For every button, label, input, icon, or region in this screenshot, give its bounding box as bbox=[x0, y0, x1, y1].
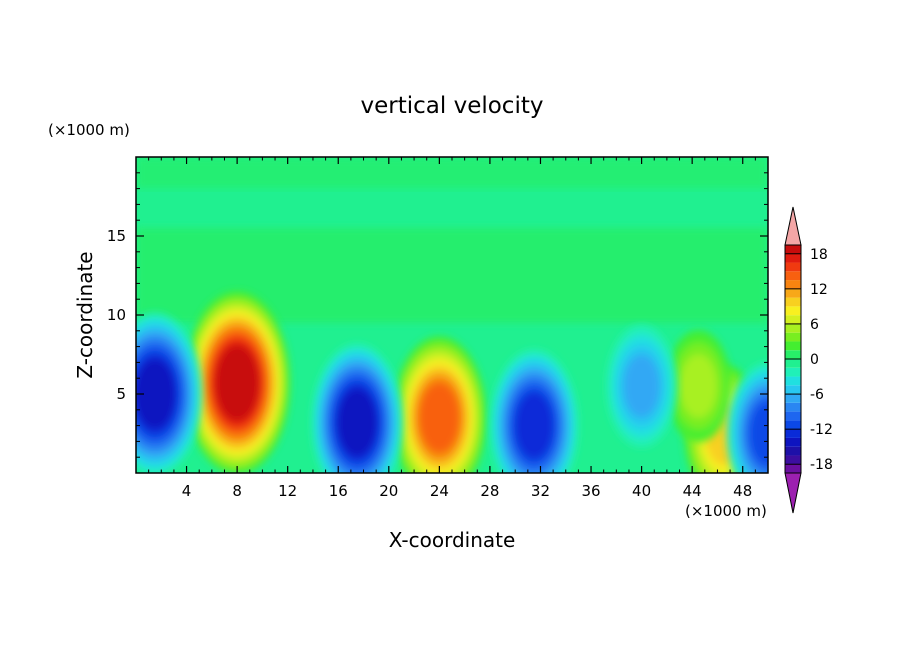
colorbar-band bbox=[785, 323, 801, 333]
y-axis-title: Z-coordinate bbox=[73, 251, 97, 378]
colorbar-max-arrow bbox=[784, 206, 802, 246]
contour-cell bbox=[666, 330, 731, 443]
colorbar-tick-label: 0 bbox=[810, 352, 819, 368]
x-tick-label: 12 bbox=[278, 482, 297, 500]
contour-level bbox=[515, 392, 554, 459]
colorbar-band bbox=[785, 455, 801, 465]
colorbar-band bbox=[785, 288, 801, 298]
x-tick-label: 40 bbox=[632, 482, 651, 500]
colorbar-band bbox=[785, 306, 801, 316]
y-unit-label: (×1000 m) bbox=[48, 121, 130, 139]
colorbar-band bbox=[785, 394, 801, 403]
contour-level bbox=[680, 354, 717, 418]
x-axis-title: X-coordinate bbox=[389, 528, 516, 552]
colorbar-tick-label: 18 bbox=[810, 247, 828, 263]
colorbar-min-arrow bbox=[784, 472, 802, 514]
colorbar-band bbox=[785, 437, 801, 447]
y-tick-label: 15 bbox=[107, 227, 126, 245]
colorbar-band bbox=[785, 297, 801, 307]
contour-cell bbox=[136, 312, 203, 473]
colorbar-band bbox=[785, 315, 801, 324]
colorbar-band bbox=[785, 367, 801, 377]
x-unit-label: (×1000 m) bbox=[685, 502, 767, 520]
colorbar-band bbox=[785, 350, 801, 359]
contour-cell bbox=[311, 343, 403, 473]
contour-cell bbox=[392, 336, 487, 473]
colorbar-band bbox=[785, 411, 801, 421]
x-tick-label: 28 bbox=[480, 482, 499, 500]
colorbar-band bbox=[785, 420, 801, 430]
field-top-band bbox=[136, 157, 768, 189]
colorbar-band bbox=[785, 385, 801, 395]
plot-area bbox=[136, 157, 768, 473]
colorbar-band bbox=[785, 271, 801, 281]
colorbar-band bbox=[785, 429, 801, 438]
contour-level bbox=[136, 359, 175, 429]
colorbar-band bbox=[785, 376, 801, 386]
x-tick-label: 44 bbox=[683, 482, 702, 500]
contour-cell bbox=[184, 291, 291, 473]
y-axis: 5 10 15 bbox=[107, 172, 768, 458]
x-tick-label: 48 bbox=[733, 482, 752, 500]
colorbar-band bbox=[785, 464, 801, 473]
chart-title: vertical velocity bbox=[361, 93, 544, 119]
colorbar-band bbox=[785, 253, 801, 263]
colorbar-band bbox=[785, 446, 801, 456]
x-tick-label: 32 bbox=[531, 482, 550, 500]
colorbar-band bbox=[785, 402, 801, 412]
colorbar-tick-label: -12 bbox=[810, 422, 833, 438]
colorbar-band bbox=[785, 359, 801, 368]
x-tick-label: 4 bbox=[182, 482, 192, 500]
x-axis: 4 8 12 16 20 24 28 32 36 40 44 48 bbox=[148, 157, 756, 500]
contour-level bbox=[215, 345, 259, 420]
colorbar-tick-label: 6 bbox=[810, 317, 819, 333]
colorbar-band bbox=[785, 341, 801, 351]
colorbar-band bbox=[785, 245, 801, 254]
contour-level bbox=[749, 401, 768, 466]
x-tick-label: 36 bbox=[581, 482, 600, 500]
contour-cell bbox=[726, 362, 768, 473]
x-tick-label: 8 bbox=[232, 482, 242, 500]
colorbar-tick-label: -18 bbox=[810, 457, 833, 473]
colorbar-band bbox=[785, 332, 801, 342]
contour-level bbox=[623, 354, 660, 418]
contour-cell bbox=[489, 349, 579, 473]
contour-level bbox=[419, 383, 460, 453]
colorbar: 18 12 6 0 -6 -12 -18 bbox=[784, 206, 833, 514]
x-tick-label: 16 bbox=[329, 482, 348, 500]
contour-level bbox=[337, 389, 377, 456]
colorbar-tick-label: -6 bbox=[810, 387, 824, 403]
colorbar-tick-label: 12 bbox=[810, 282, 828, 298]
y-tick-label: 10 bbox=[107, 306, 126, 324]
colorbar-band bbox=[785, 262, 801, 272]
x-tick-label: 24 bbox=[430, 482, 449, 500]
contour-cell bbox=[606, 325, 677, 448]
x-tick-label: 20 bbox=[379, 482, 398, 500]
colorbar-band bbox=[785, 280, 801, 289]
y-tick-label: 5 bbox=[116, 385, 126, 403]
